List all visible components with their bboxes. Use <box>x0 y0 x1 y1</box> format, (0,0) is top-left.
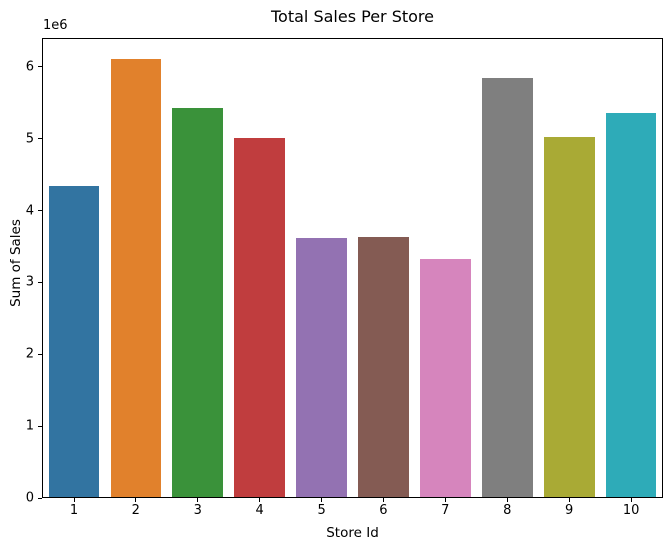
x-tick-mark-8 <box>506 498 508 502</box>
x-tick-label-1: 1 <box>69 503 79 518</box>
x-tick-label-6: 6 <box>379 503 388 518</box>
y-axis-offset-text: 1e6 <box>43 18 68 33</box>
y-axis-label: Sum of Sales <box>8 219 24 307</box>
x-tick-label-2: 2 <box>131 503 140 518</box>
y-tick-label-0: 0 <box>25 490 34 506</box>
y-tick-mark-2 <box>38 353 42 355</box>
x-tick-label-7: 7 <box>441 503 450 518</box>
x-tick-mark-10 <box>630 498 632 502</box>
y-tick-mark-0 <box>38 497 42 499</box>
bar-store-2 <box>110 59 162 497</box>
y-tick-label-5: 5 <box>25 131 34 147</box>
x-tick-mark-5 <box>321 498 323 502</box>
x-tick-mark-2 <box>135 498 137 502</box>
bar-store-10 <box>605 113 657 497</box>
x-tick-label-3: 3 <box>193 503 202 518</box>
y-tick-label-3: 3 <box>25 274 34 290</box>
y-tick-label-1: 1 <box>25 418 34 434</box>
plot-area <box>42 38 663 498</box>
x-tick-mark-9 <box>568 498 570 502</box>
y-tick-mark-3 <box>38 281 42 283</box>
x-tick-label-9: 9 <box>565 503 574 518</box>
y-tick-mark-4 <box>38 210 42 211</box>
chart-title: Total Sales Per Store <box>271 7 434 26</box>
x-tick-label-10: 10 <box>622 503 640 518</box>
x-tick-label-4: 4 <box>255 503 264 518</box>
y-tick-label-2: 2 <box>25 346 34 362</box>
bar-store-3 <box>172 108 224 497</box>
bar-store-6 <box>358 236 409 497</box>
y-tick-label-4: 4 <box>25 203 34 218</box>
x-axis-label: Store Id <box>326 525 379 541</box>
y-tick-mark-5 <box>38 138 42 140</box>
y-tick-mark-1 <box>38 425 42 427</box>
bar-store-8 <box>481 78 533 497</box>
bar-store-7 <box>420 258 471 497</box>
y-tick-label-6: 6 <box>25 59 34 75</box>
bar-store-1 <box>48 186 100 497</box>
x-tick-mark-3 <box>197 498 199 502</box>
bar-store-5 <box>296 237 347 497</box>
x-tick-mark-7 <box>444 498 446 502</box>
x-tick-mark-4 <box>259 498 261 502</box>
x-tick-mark-1 <box>73 498 75 502</box>
x-tick-mark-6 <box>382 498 384 502</box>
y-tick-mark-6 <box>38 66 42 68</box>
x-tick-label-5: 5 <box>317 503 326 518</box>
x-tick-label-8: 8 <box>503 503 512 518</box>
bar-store-9 <box>543 136 595 497</box>
bar-store-4 <box>234 138 286 497</box>
